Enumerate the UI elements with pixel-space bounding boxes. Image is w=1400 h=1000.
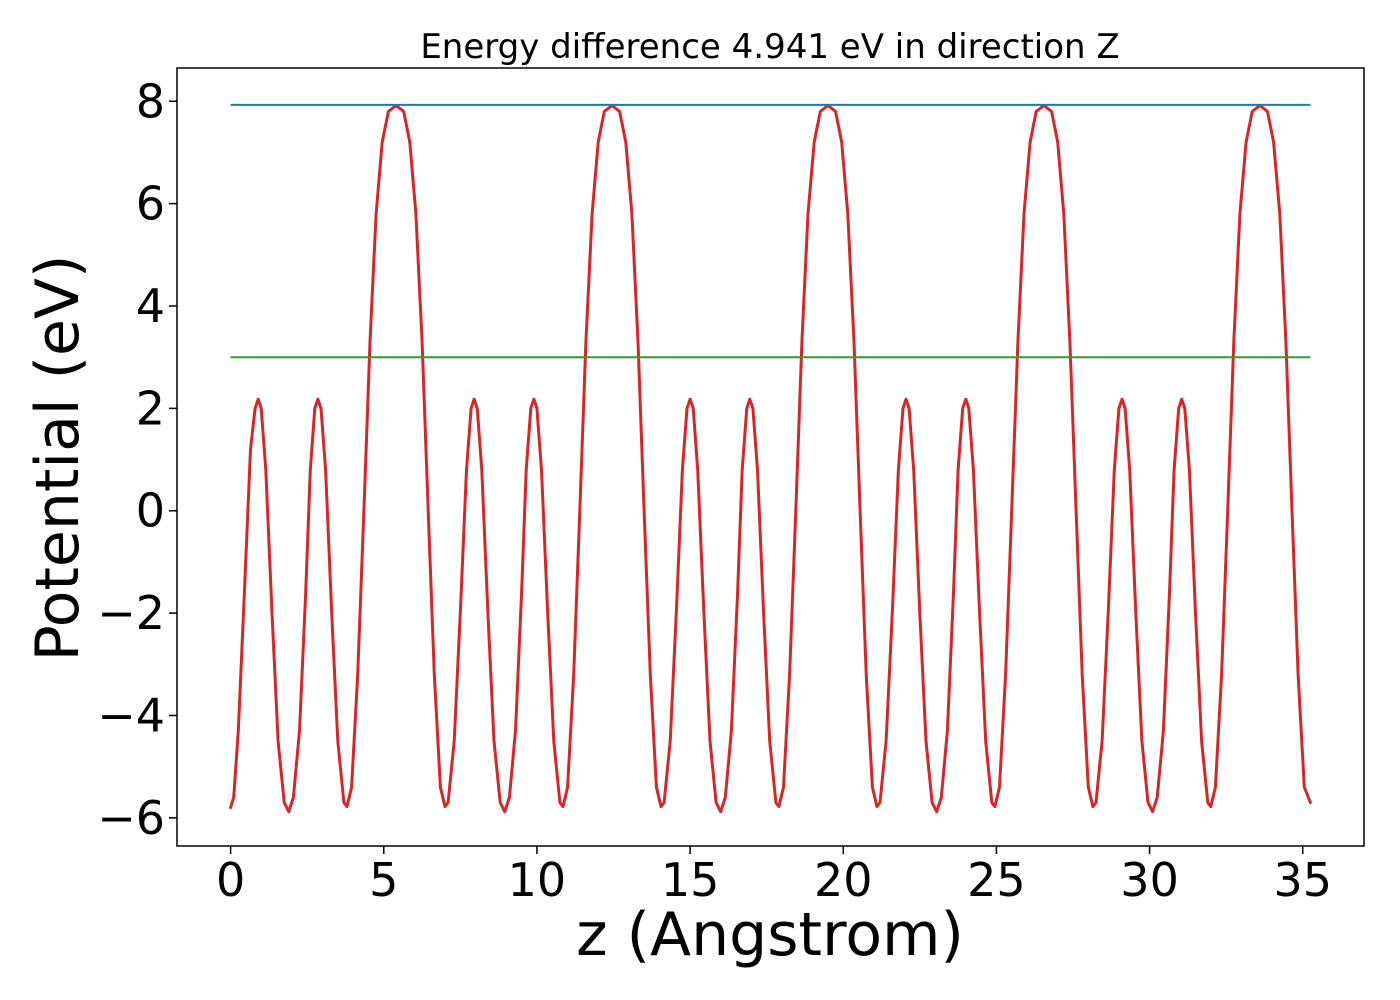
y-tick-label-2: 2 — [136, 381, 165, 435]
chart-title: Energy difference 4.941 eV in direction … — [420, 27, 1119, 67]
y-tick-label-0: 0 — [136, 484, 165, 538]
x-tick-label-10: 10 — [508, 853, 567, 907]
x-tick-label-0: 0 — [216, 853, 245, 907]
y-tick-label--2: −2 — [97, 586, 165, 640]
x-tick-label-25: 25 — [967, 853, 1026, 907]
x-axis: 0 5 10 15 20 25 30 35 — [216, 846, 1332, 907]
series-layer — [229, 103, 1312, 814]
y-axis: −6 −4 −2 0 2 4 6 8 — [97, 74, 177, 845]
y-tick-label--6: −6 — [97, 791, 165, 845]
y-tick-label-4: 4 — [136, 279, 165, 333]
x-tick-label-15: 15 — [661, 853, 720, 907]
y-tick-label-8: 8 — [136, 74, 165, 128]
y-tick-label-6: 6 — [136, 177, 165, 231]
x-tick-label-35: 35 — [1273, 853, 1332, 907]
plot-frame — [176, 67, 1365, 847]
y-axis-label: Potential (eV) — [23, 255, 93, 662]
x-axis-label: z (Angstrom) — [576, 900, 964, 970]
y-tick-label--4: −4 — [97, 688, 165, 742]
x-tick-label-30: 30 — [1120, 853, 1179, 907]
x-tick-label-20: 20 — [814, 853, 873, 907]
x-tick-label-5: 5 — [369, 853, 398, 907]
series-0-line — [229, 103, 1312, 814]
